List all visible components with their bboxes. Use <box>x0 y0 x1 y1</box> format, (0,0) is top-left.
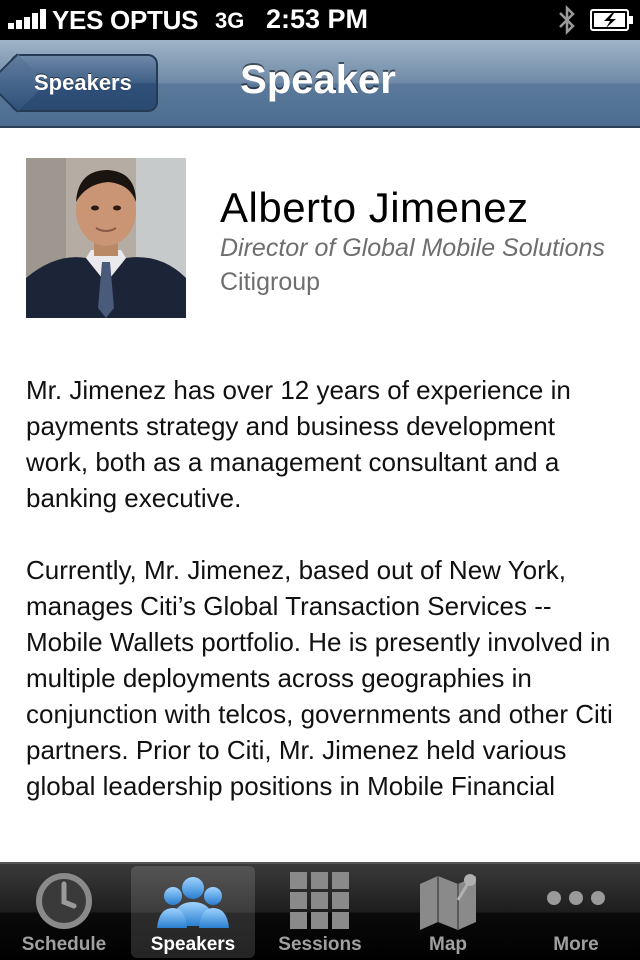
tab-schedule[interactable]: Schedule <box>2 866 126 958</box>
speaker-bio: Mr. Jimenez has over 12 years of experie… <box>26 372 616 840</box>
tab-label: Sessions <box>278 934 362 955</box>
bluetooth-icon <box>559 4 575 36</box>
carrier-name: YES OPTUS <box>52 5 199 35</box>
bio-paragraph: Mr. Jimenez has over 12 years of experie… <box>26 375 571 513</box>
tab-label: Map <box>429 934 467 955</box>
speaker-photo <box>26 158 186 318</box>
tab-label: Schedule <box>21 934 107 955</box>
page-title: Speaker <box>0 58 640 103</box>
speaker-organization: Citigroup <box>220 268 321 296</box>
tab-map[interactable]: Map <box>386 866 510 958</box>
people-icon <box>157 877 229 928</box>
navigation-bar: Speakers Speaker <box>0 40 640 128</box>
tab-sessions[interactable]: Sessions <box>258 866 382 958</box>
speaker-portrait <box>26 158 186 318</box>
bio-paragraph: Currently, Mr. Jimenez, based out of New… <box>26 555 613 801</box>
tab-bar: Schedule Speakers Sessi <box>0 862 640 960</box>
tab-more[interactable]: More <box>514 866 638 958</box>
tab-speakers[interactable]: Speakers <box>131 866 255 958</box>
back-button-label: Speakers <box>34 70 132 95</box>
tab-label: More <box>553 934 599 955</box>
map-icon <box>420 874 476 930</box>
back-button[interactable]: Speakers <box>0 53 158 113</box>
page-title-text: Speaker <box>240 58 396 102</box>
tab-label: Speakers <box>150 934 236 955</box>
status-time: 2:53 PM <box>266 4 369 34</box>
speaker-detail-scroll[interactable]: Alberto Jimenez Director of Global Mobil… <box>0 128 640 862</box>
speaker-job-title: Director of Global Mobile Solutions <box>220 234 605 262</box>
grid-icon <box>290 872 349 929</box>
battery-icon <box>590 9 633 31</box>
speaker-name: Alberto Jimenez <box>220 184 529 231</box>
clock-icon <box>36 873 92 929</box>
status-bar: YES OPTUS 3G 2:53 PM <box>0 0 640 40</box>
more-icon <box>547 891 605 905</box>
network-type: 3G <box>215 8 245 33</box>
